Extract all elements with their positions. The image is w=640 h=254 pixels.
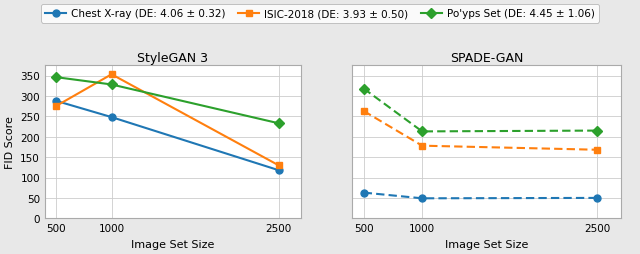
X-axis label: Image Set Size: Image Set Size [445, 239, 528, 249]
X-axis label: Image Set Size: Image Set Size [131, 239, 214, 249]
Y-axis label: FID Score: FID Score [4, 116, 15, 169]
Legend: Chest X-ray (DE: 4.06 ± 0.32), ISIC-2018 (DE: 3.93 ± 0.50), Po'yps Set (DE: 4.45: Chest X-ray (DE: 4.06 ± 0.32), ISIC-2018… [41, 5, 599, 23]
Title: SPADE-GAN: SPADE-GAN [450, 52, 523, 65]
Title: StyleGAN 3: StyleGAN 3 [138, 52, 208, 65]
